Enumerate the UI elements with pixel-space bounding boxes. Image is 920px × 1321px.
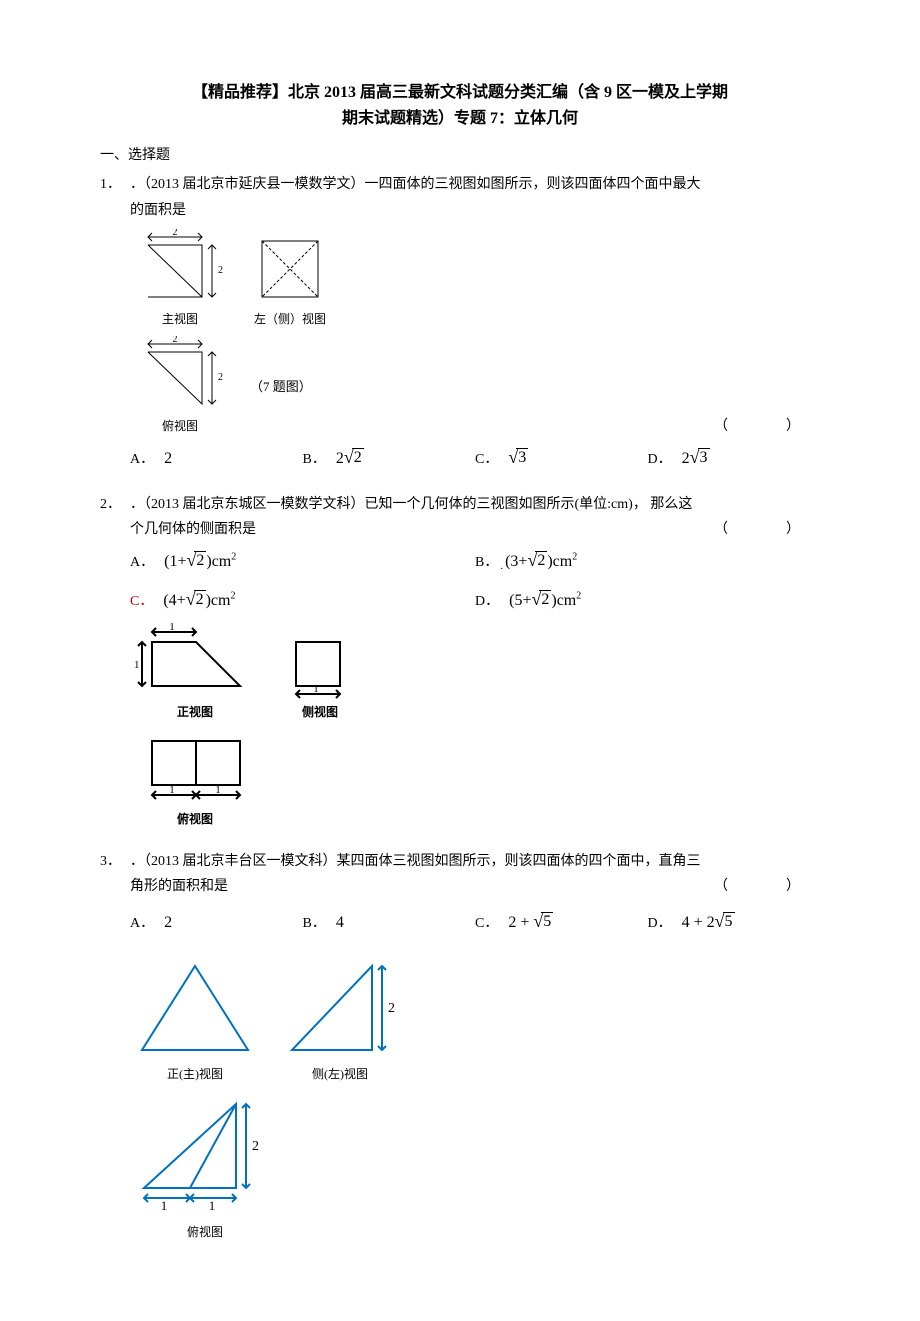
q3-stem-cont: 角形的面积和是: [130, 879, 228, 894]
q3-opt-A: A． 2: [130, 909, 303, 938]
q1-front-view: 2 2 主视图: [130, 229, 230, 331]
q1-stem: ．（2013 届北京市延庆县一模数学文）一四面体的三视图如图所示，则该四面体四个…: [130, 177, 701, 192]
q1-options: A． 2 B． 2√2 C． √3 D． 2√3: [130, 445, 820, 474]
q1-opt-A: A． 2: [130, 445, 303, 474]
q3-opt-B: B． 4: [303, 909, 476, 938]
q3-top-label: 俯视图: [130, 1222, 280, 1244]
q1-fig-caption: （7 题图）: [250, 375, 312, 398]
q2-opt-B: B． . (3+√2)cm2: [475, 548, 820, 577]
q3-front-label: 正(主)视图: [130, 1064, 260, 1086]
q3-stem: ．（2013 届北京丰台区一模文科）某四面体三视图如图所示，则该四面体的四个面中…: [130, 854, 701, 869]
q1-opt-C: C． √3: [475, 445, 648, 474]
svg-text:2: 2: [388, 1001, 395, 1016]
q1-side-label: 左（侧）视图: [250, 309, 330, 331]
svg-text:2: 2: [252, 1139, 259, 1154]
q3-side-label: 侧(左)视图: [280, 1064, 400, 1086]
svg-text:1: 1: [313, 683, 319, 695]
title-line2: 期末试题精选）专题 7：立体几何: [342, 110, 578, 127]
q2-top-view: 1 1 俯视图: [130, 729, 260, 831]
q2-top-label: 俯视图: [130, 809, 260, 831]
q2-options-row2: C． (4+√2)cm2 D． (5+√2)cm2: [130, 587, 820, 616]
svg-text:1: 1: [169, 784, 175, 796]
question-2: 2． ．（2013 届北京东城区一模数学文科）已知一个几何体的三视图如图所示(单…: [100, 492, 820, 831]
q2-figure-row2: 1 1 俯视图: [130, 729, 820, 831]
q2-paren: （ ）: [714, 517, 810, 542]
q1-paren: （ ）: [714, 414, 810, 439]
q3-opt-C: C． 2 + √5: [475, 909, 648, 938]
q1-top-view: 2 2 俯视图: [130, 336, 230, 438]
q1-front-label: 主视图: [130, 309, 230, 331]
q2-options-row1: A． (1+√2)cm2 B． . (3+√2)cm2: [130, 548, 820, 577]
q1-dim-top2: 2: [173, 336, 178, 345]
q3-options: A． 2 B． 4 C． 2 + √5 D． 4 + 2√5: [130, 909, 820, 938]
doc-title: 【精品推荐】北京 2013 届高三最新文科试题分类汇编（含 9 区一模及上学期 …: [100, 80, 820, 131]
q3-top-view: 2 1 1 俯视图: [130, 1092, 280, 1244]
q1-dim-right: 2: [218, 265, 223, 276]
q1-number: 1．: [100, 172, 130, 197]
q3-paren: （ ）: [714, 874, 810, 899]
q2-side-view: 1 侧视图: [280, 622, 360, 724]
title-line1: 【精品推荐】北京 2013 届高三最新文科试题分类汇编（含 9 区一模及上学期: [192, 84, 728, 101]
q2-number: 2．: [100, 492, 130, 517]
q3-side-view: 2 侧(左)视图: [280, 954, 400, 1086]
q2-front-label: 正视图: [130, 702, 260, 724]
q2-stem-cont: 个几何体的侧面积是: [130, 522, 256, 537]
q1-opt-D: D． 2√3: [648, 445, 821, 474]
section1-heading: 一、选择题: [100, 143, 820, 168]
question-3: 3． ．（2013 届北京丰台区一模文科）某四面体三视图如图所示，则该四面体的四…: [100, 849, 820, 1243]
q2-figure-row1: 1 1 正视图 1 侧视图: [130, 622, 820, 724]
svg-text:1: 1: [209, 1198, 216, 1213]
svg-text:1: 1: [169, 622, 175, 633]
q1-figure: 2 2 主视图: [130, 229, 820, 438]
q3-front-view: 正(主)视图: [130, 954, 260, 1086]
q1-dim-right2: 2: [218, 372, 223, 383]
question-1: 1． ．（2013 届北京市延庆县一模数学文）一四面体的三视图如图所示，则该四面…: [100, 172, 820, 474]
svg-text:1: 1: [161, 1198, 168, 1213]
q1-dim-top: 2: [173, 229, 178, 238]
q3-opt-D: D． 4 + 2√5: [648, 909, 821, 938]
q2-opt-C: C． (4+√2)cm2: [130, 587, 475, 616]
q3-figure-row2: 2 1 1 俯视图: [130, 1092, 820, 1244]
svg-text:1: 1: [134, 659, 140, 671]
q1-opt-B: B． 2√2: [303, 445, 476, 474]
q2-front-view: 1 1 正视图: [130, 622, 260, 724]
q1-stem-cont: 的面积是: [130, 198, 820, 223]
q2-opt-D: D． (5+√2)cm2: [475, 587, 820, 616]
q3-number: 3．: [100, 849, 130, 874]
svg-text:1: 1: [215, 784, 221, 796]
q3-figure-row1: 正(主)视图 2 侧(左)视图: [130, 954, 820, 1086]
q1-top-label: 俯视图: [130, 416, 230, 438]
q2-opt-A: A． (1+√2)cm2: [130, 548, 475, 577]
q1-side-view: 左（侧）视图: [250, 229, 330, 331]
q2-stem: ．（2013 届北京东城区一模数学文科）已知一个几何体的三视图如图所示(单位:c…: [130, 497, 692, 512]
q2-side-label: 侧视图: [280, 702, 360, 724]
